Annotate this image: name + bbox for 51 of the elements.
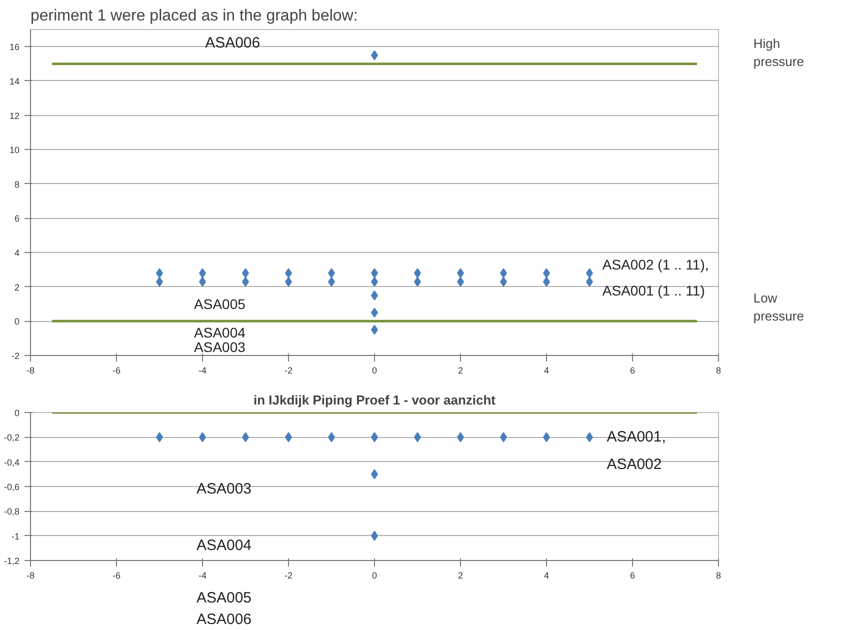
annotation: ASA002 (1 .. 11), [602,256,709,273]
x-tick-label: 4 [544,366,550,376]
text: ASA006 [196,610,252,628]
x-tick-label: 6 [630,570,636,580]
annotation: ASA004 [194,324,246,340]
x-tick-label: 0 [372,366,378,376]
annotation: ASA005 [194,296,246,312]
y-tick-label: 10 [9,145,20,156]
x-tick-label: -8 [26,570,35,580]
y-tick-label: -1 [12,531,20,542]
y-tick-label: 0 [14,316,20,327]
text: High pressure [753,36,804,70]
x-tick-label: -8 [26,366,35,376]
x-tick-label: 0 [372,570,378,580]
x-tick-label: -6 [112,570,121,580]
chart-title: in IJkdijk Piping Proef 1 - voor aanzicht [254,392,496,408]
text: periment 1 were placed as in the graph below: [30,8,358,24]
annotation: ASA001 (1 .. 11) [602,282,705,298]
annotation: ASA006 [205,34,260,52]
y-tick-label: -0,6 [4,482,20,492]
x-tick-label: 8 [716,366,722,376]
annotation: ASA002 [606,456,662,473]
y-tick-label: -0,4 [4,457,20,468]
y-tick-label: 0 [14,408,20,418]
y-tick-label: 12 [9,110,20,121]
x-tick-label: 4 [544,570,550,580]
y-tick-label: 8 [14,179,20,190]
x-tick-label: -4 [198,366,207,376]
text: ASA005 [196,590,252,607]
y-tick-label: -0,2 [4,432,20,443]
x-tick-label: 2 [458,570,464,580]
x-tick-label: -6 [112,366,121,376]
y-tick-label: 14 [9,76,20,86]
annotation: ASA003 [196,480,252,498]
annotation: ASA003 [194,338,246,355]
annotation: ASA001, [606,428,666,446]
x-tick-label: -2 [284,366,293,376]
x-tick-label: 2 [458,366,464,376]
y-tick-label: -0,8 [4,506,20,517]
y-tick-label: 16 [9,42,20,52]
x-tick-label: 8 [716,570,722,580]
y-tick-label: 4 [14,248,20,258]
y-tick-label: 6 [14,214,20,224]
x-tick-label: -2 [284,570,293,580]
y-tick-label: -1,2 [4,556,20,566]
annotation: ASA004 [196,537,252,554]
x-tick-label: 6 [630,366,636,376]
y-tick-label: -2 [12,351,20,361]
text: Low pressure [753,290,804,324]
y-tick-label: 2 [14,282,20,292]
x-tick-label: -4 [198,570,207,580]
